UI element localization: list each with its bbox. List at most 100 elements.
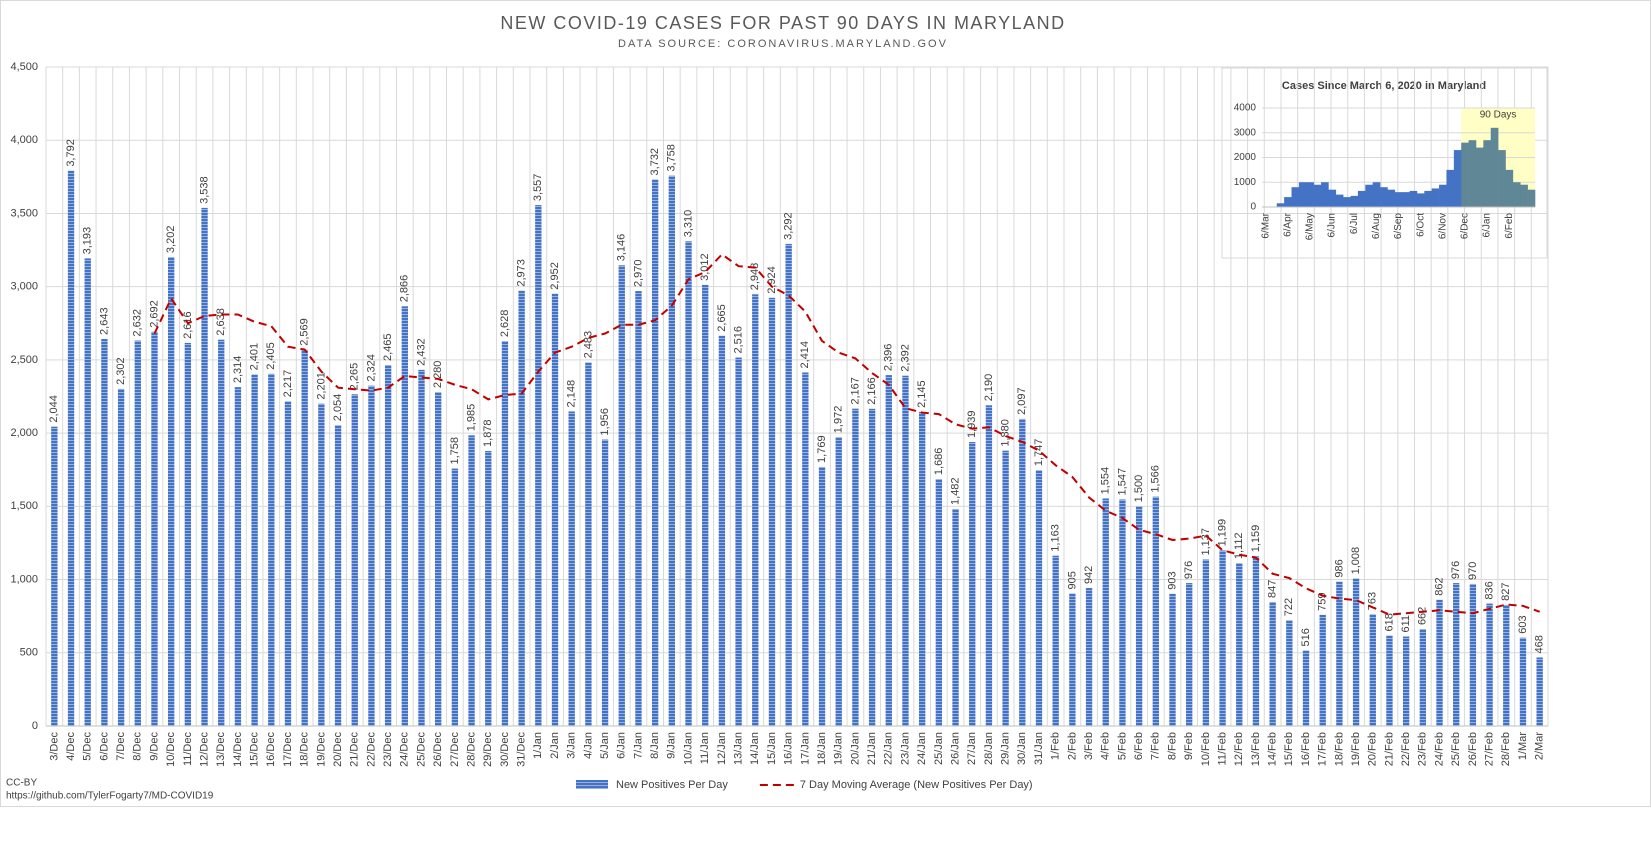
x-tick-label: 12/Jan — [716, 732, 728, 765]
x-tick-label: 2/Jan — [549, 732, 561, 759]
bar — [1369, 614, 1376, 726]
bar — [651, 179, 659, 726]
x-tick-label: 7/Dec — [115, 732, 127, 761]
x-tick-label: 4/Feb — [1100, 732, 1112, 760]
x-tick-label: 31/Jan — [1033, 732, 1045, 765]
value-label: 2,044 — [48, 395, 60, 423]
value-label: 986 — [1333, 559, 1345, 577]
value-label: 2,054 — [332, 394, 344, 422]
value-label: 611 — [1400, 615, 1412, 633]
inset-bar — [1439, 184, 1447, 207]
value-label: 3,292 — [783, 212, 795, 240]
x-tick-label: 28/Dec — [465, 732, 477, 767]
bar — [1002, 450, 1009, 726]
inset-bar — [1380, 187, 1388, 207]
inset-x-tick-label: 6/Sep — [1393, 213, 1404, 240]
inset-x-tick-label: 6/Feb — [1504, 213, 1515, 239]
bar — [1453, 583, 1460, 726]
inset-bar — [1475, 147, 1484, 207]
x-tick-label: 24/Jan — [916, 732, 928, 765]
bar — [1386, 635, 1393, 726]
inset-x-tick-label: 6/May — [1305, 213, 1316, 240]
bar — [351, 394, 358, 726]
x-tick-label: 15/Jan — [766, 732, 778, 765]
x-tick-label: 9/Feb — [1183, 732, 1195, 760]
x-tick-label: 1/Jan — [532, 732, 544, 759]
value-label: 2,638 — [215, 308, 227, 336]
value-label: 1,878 — [482, 419, 494, 447]
value-label: 2,314 — [232, 356, 244, 384]
x-tick-label: 13/Feb — [1250, 732, 1262, 766]
value-label: 1,686 — [933, 448, 945, 476]
value-label: 976 — [1450, 561, 1462, 579]
x-tick-label: 13/Dec — [215, 732, 227, 767]
bar — [1469, 583, 1477, 726]
value-label: 2,190 — [983, 374, 995, 402]
value-label: 903 — [1166, 571, 1178, 589]
value-label: 2,414 — [799, 341, 811, 369]
highlight-label: 90 Days — [1480, 110, 1517, 121]
bar — [868, 408, 876, 726]
value-label: 2,217 — [282, 370, 294, 398]
bar — [167, 257, 175, 726]
inset-x-tick-label: 6/Aug — [1371, 213, 1382, 239]
inset-bar — [1446, 169, 1455, 207]
x-tick-label: 19/Jan — [833, 732, 845, 765]
value-label: 3,310 — [682, 210, 694, 238]
x-tick-label: 19/Feb — [1350, 732, 1362, 766]
bar — [585, 362, 592, 726]
bar — [768, 297, 776, 726]
inset-bar — [1335, 194, 1344, 207]
value-label: 2,166 — [866, 377, 878, 405]
value-label: 1,159 — [1250, 525, 1262, 553]
inset-bar — [1394, 192, 1403, 207]
bar — [418, 369, 425, 726]
x-tick-label: 13/Jan — [732, 732, 744, 765]
value-label: 2,302 — [115, 357, 127, 385]
x-tick-label: 2/Feb — [1066, 732, 1078, 760]
bar — [985, 405, 993, 726]
x-tick-label: 7/Jan — [632, 732, 644, 759]
value-label: 1,008 — [1350, 547, 1362, 575]
bar — [117, 388, 125, 726]
value-label: 2,643 — [98, 307, 110, 335]
inset-bar — [1313, 184, 1322, 207]
inset-bar — [1416, 193, 1425, 207]
x-tick-label: 10/Feb — [1200, 732, 1212, 766]
chart-title: NEW COVID-19 CASES FOR PAST 90 DAYS IN M… — [500, 13, 1065, 33]
value-label: 3,792 — [65, 139, 77, 167]
bar — [468, 435, 475, 726]
inset-bar — [1357, 190, 1366, 207]
x-tick-label: 20/Dec — [332, 732, 344, 767]
x-tick-label: 12/Feb — [1233, 732, 1245, 766]
bar — [1503, 604, 1510, 726]
bar — [551, 293, 559, 726]
x-tick-label: 10/Jan — [682, 732, 694, 765]
inset-bar — [1453, 150, 1462, 207]
value-label: 1,137 — [1200, 528, 1212, 556]
bar — [685, 241, 692, 726]
y-tick-label: 2,500 — [10, 354, 38, 366]
inset-x-tick-label: 6/Apr — [1282, 212, 1293, 237]
x-tick-label: 3/Jan — [566, 732, 578, 759]
inset-x-tick-label: 6/Mar — [1260, 212, 1271, 238]
x-tick-label: 16/Dec — [265, 732, 277, 767]
bar — [268, 373, 275, 726]
bar — [785, 243, 792, 726]
x-tick-label: 25/Dec — [415, 732, 427, 767]
value-label: 2,392 — [899, 344, 911, 372]
x-tick-label: 25/Feb — [1450, 732, 1462, 766]
inset-bar — [1343, 197, 1351, 207]
bar — [918, 411, 926, 726]
bar — [835, 437, 842, 726]
bar — [1336, 581, 1343, 726]
value-label: 662 — [1417, 607, 1429, 625]
value-label: 1,163 — [1050, 524, 1062, 552]
value-label: 2,692 — [148, 300, 160, 328]
bar — [1236, 563, 1243, 726]
value-label: 2,465 — [382, 333, 394, 361]
bar — [952, 508, 959, 726]
x-tick-label: 5/Dec — [82, 732, 94, 761]
value-label: 2,401 — [249, 343, 261, 371]
